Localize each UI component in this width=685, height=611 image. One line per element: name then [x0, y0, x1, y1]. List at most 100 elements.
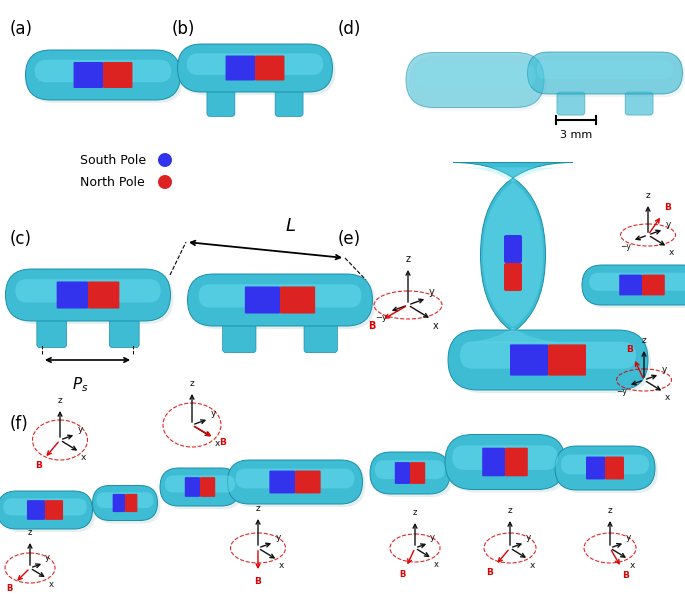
FancyBboxPatch shape [510, 345, 548, 376]
FancyBboxPatch shape [35, 60, 171, 82]
Text: x: x [214, 439, 220, 448]
Text: B: B [399, 570, 406, 579]
Text: y: y [665, 219, 671, 229]
Text: x: x [434, 560, 438, 569]
FancyBboxPatch shape [190, 277, 375, 329]
Text: z: z [646, 191, 650, 200]
FancyBboxPatch shape [460, 342, 636, 368]
Circle shape [158, 153, 172, 167]
Text: −y: −y [616, 387, 627, 396]
FancyBboxPatch shape [88, 282, 119, 309]
Text: x: x [279, 562, 284, 571]
FancyBboxPatch shape [395, 462, 410, 484]
Text: x: x [665, 393, 671, 403]
Text: B: B [219, 438, 226, 447]
Text: y: y [275, 533, 281, 541]
Text: y: y [45, 554, 50, 562]
Text: B: B [626, 345, 633, 354]
Circle shape [158, 175, 172, 189]
FancyBboxPatch shape [29, 53, 184, 103]
FancyBboxPatch shape [589, 273, 685, 291]
FancyBboxPatch shape [409, 56, 547, 111]
Text: B: B [255, 577, 262, 586]
FancyBboxPatch shape [280, 287, 315, 313]
Text: y: y [661, 365, 667, 373]
FancyBboxPatch shape [582, 265, 685, 305]
FancyBboxPatch shape [557, 92, 585, 115]
FancyBboxPatch shape [530, 55, 685, 97]
FancyBboxPatch shape [445, 434, 565, 489]
Text: x: x [630, 561, 635, 569]
Text: (f): (f) [10, 415, 29, 433]
FancyBboxPatch shape [3, 499, 87, 516]
FancyBboxPatch shape [227, 460, 362, 504]
Text: y: y [77, 425, 83, 434]
FancyBboxPatch shape [448, 437, 568, 492]
Text: z: z [190, 379, 195, 388]
FancyBboxPatch shape [410, 462, 425, 484]
Text: x: x [49, 580, 53, 589]
Text: y: y [430, 533, 435, 543]
FancyBboxPatch shape [619, 274, 642, 295]
Text: (d): (d) [338, 20, 362, 38]
FancyBboxPatch shape [185, 477, 200, 497]
FancyBboxPatch shape [370, 452, 450, 494]
FancyBboxPatch shape [373, 455, 453, 497]
FancyBboxPatch shape [200, 477, 215, 497]
Text: z: z [413, 508, 417, 517]
Text: 3 mm: 3 mm [560, 130, 592, 140]
Text: (c): (c) [10, 230, 32, 248]
FancyBboxPatch shape [414, 63, 536, 88]
FancyBboxPatch shape [561, 455, 649, 474]
FancyBboxPatch shape [223, 324, 256, 353]
FancyBboxPatch shape [112, 494, 125, 512]
FancyBboxPatch shape [15, 279, 160, 302]
Text: B: B [6, 584, 12, 593]
FancyBboxPatch shape [527, 52, 682, 94]
FancyBboxPatch shape [456, 167, 571, 343]
FancyBboxPatch shape [504, 263, 522, 291]
Text: B: B [368, 321, 375, 331]
FancyBboxPatch shape [537, 60, 673, 79]
FancyBboxPatch shape [585, 268, 685, 308]
FancyBboxPatch shape [586, 456, 605, 480]
FancyBboxPatch shape [160, 468, 240, 506]
Text: $L$: $L$ [284, 217, 295, 235]
Text: z: z [256, 504, 260, 513]
Text: z: z [608, 506, 612, 515]
FancyBboxPatch shape [45, 500, 63, 520]
Text: (e): (e) [338, 230, 361, 248]
Text: y: y [429, 287, 434, 298]
Text: South Pole: South Pole [80, 153, 146, 167]
Text: B: B [35, 461, 42, 470]
Text: z: z [58, 396, 62, 405]
FancyBboxPatch shape [605, 456, 624, 480]
FancyBboxPatch shape [177, 44, 332, 92]
Text: (b): (b) [172, 20, 195, 38]
FancyBboxPatch shape [505, 448, 528, 477]
FancyBboxPatch shape [642, 274, 665, 295]
Text: −y: −y [620, 242, 631, 251]
FancyBboxPatch shape [92, 486, 158, 521]
Text: B: B [664, 203, 671, 212]
FancyBboxPatch shape [103, 62, 132, 88]
FancyBboxPatch shape [97, 492, 153, 508]
FancyBboxPatch shape [207, 90, 235, 117]
FancyBboxPatch shape [95, 489, 160, 524]
FancyBboxPatch shape [165, 475, 235, 492]
FancyBboxPatch shape [25, 50, 181, 100]
FancyBboxPatch shape [125, 494, 138, 512]
Text: z: z [28, 528, 32, 537]
FancyBboxPatch shape [188, 274, 373, 326]
FancyBboxPatch shape [110, 319, 139, 348]
FancyBboxPatch shape [548, 345, 586, 376]
Text: x: x [81, 453, 86, 463]
Text: B: B [486, 568, 493, 577]
Text: $P_s$: $P_s$ [72, 375, 88, 393]
Text: −y: −y [375, 313, 388, 323]
Text: z: z [406, 254, 410, 264]
FancyBboxPatch shape [482, 448, 505, 477]
Text: (a): (a) [10, 20, 33, 38]
FancyBboxPatch shape [558, 449, 658, 493]
FancyBboxPatch shape [625, 92, 653, 115]
